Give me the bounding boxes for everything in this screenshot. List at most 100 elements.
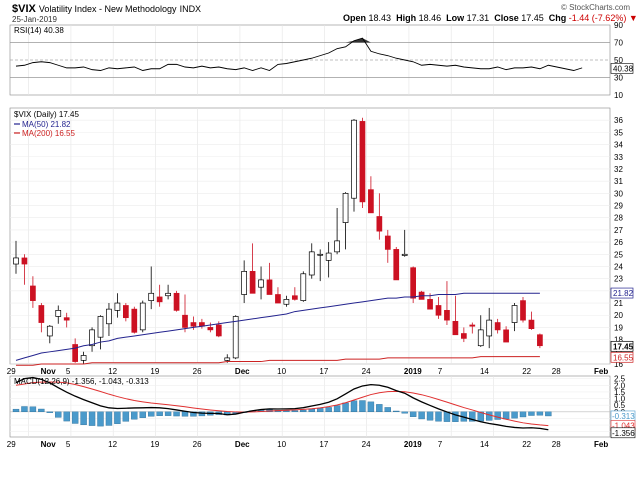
macd-histogram-bar [46,411,53,413]
candle [537,333,543,349]
candle [207,322,214,333]
macd-histogram-bar [469,411,476,422]
macd-histogram-bar [359,400,366,413]
candle [384,229,391,263]
candle [300,271,307,302]
price-tick-label: 16 [614,360,623,369]
x-axis-label: 19 [150,440,159,449]
price-tick-label: 18 [614,336,623,345]
rsi-overbought-fill [345,38,371,43]
rsi-legend: RSI(14) 40.38 [14,26,64,35]
rsi-tick-label: 70 [614,39,623,48]
candle-body [435,305,442,316]
ma200-legend: MA(200) 16.55 [22,129,75,138]
candle [308,243,315,279]
macd-histogram-bar [38,408,45,413]
macd-histogram-bar [511,411,518,419]
macd-tick-label: 2.0 [614,381,626,390]
macd-histogram-bar [528,411,535,416]
candle-body [249,271,256,294]
candle-body [106,308,112,325]
candle-body [300,273,307,301]
x-axis-label: 28 [552,367,561,376]
macd-histogram-bar [367,401,375,413]
candle-body [13,257,19,265]
x-axis-label: 5 [66,440,71,449]
x-axis-label: 17 [319,440,328,449]
candle [342,192,349,250]
candle [72,338,79,363]
candle [325,242,332,278]
candle [89,327,95,352]
macd-histogram-bar [147,411,155,417]
macd-histogram-bar [55,411,62,418]
candle [275,287,281,304]
candle-body [452,320,459,336]
macd-histogram-bar [122,411,130,422]
candle-body [368,189,374,214]
candle [334,207,340,255]
candle-body [292,295,298,300]
candle [469,322,476,334]
macd-histogram-bar [308,408,315,413]
candle-body [334,240,340,253]
candle-body [131,308,138,333]
x-axis-label: Feb [594,440,608,449]
candle-body [461,333,467,339]
candle-body [384,235,391,250]
x-axis-label: Nov [41,440,57,449]
macd-histogram-bar [502,411,510,420]
macd-last-value: -0.313 [612,412,635,421]
rsi-last-value: 40.38 [613,64,634,73]
macd-histogram-bar [426,411,434,421]
candle-body [486,319,493,337]
change-value: -1.44 (-7.62%) [568,13,627,23]
candle [80,351,87,364]
macd-signal-line [15,381,549,427]
macd-histogram-bar [12,408,20,413]
price-last-value-box [610,351,634,363]
candle-body [207,327,214,331]
price-tick-label: 28 [614,214,623,223]
macd-histogram-bar [401,411,408,414]
x-axis-label: 29 [7,440,16,449]
macd-histogram-bar [536,411,544,416]
candle-body [308,251,315,276]
candle [13,240,19,274]
candle-body [528,319,535,329]
candle-body [224,357,231,361]
candle [486,307,493,349]
rsi-tick-label: 30 [614,74,623,83]
candle-body [80,355,87,361]
candle-body [30,285,36,301]
price-tick-label: 20 [614,311,623,320]
chart-title: $VIX Volatility Index - New Methodology … [12,3,201,15]
candle [435,296,442,319]
rsi-line [15,37,583,71]
macd-tick-label: 1.0 [614,395,626,404]
candle [63,312,70,328]
candle-body [215,324,222,337]
macd-last-value-box [610,427,636,439]
candle [520,296,526,323]
x-axis-label: 10 [277,440,286,449]
x-axis-label: 12 [108,367,117,376]
x-axis-label: 12 [108,440,117,449]
candle-body [537,334,543,347]
macd-histogram-bar [139,411,146,418]
macd-last-value: -1.043 [612,422,635,431]
price-last-value-box [610,340,634,352]
candle [30,276,36,308]
candle-body [401,253,408,256]
candle-body [427,299,433,310]
price-tick-label: 29 [614,202,623,211]
candle-body [520,300,526,321]
price-last-value: 16.55 [613,353,634,362]
ma50-legend: MA(50) 21.82 [22,120,71,129]
candle [38,303,45,333]
rsi-last-value-box [610,63,634,74]
price-tick-label: 23 [614,275,623,284]
macd-histogram-bar [435,411,442,422]
macd-histogram-bar [164,411,172,416]
x-axis-label: 28 [552,440,561,449]
